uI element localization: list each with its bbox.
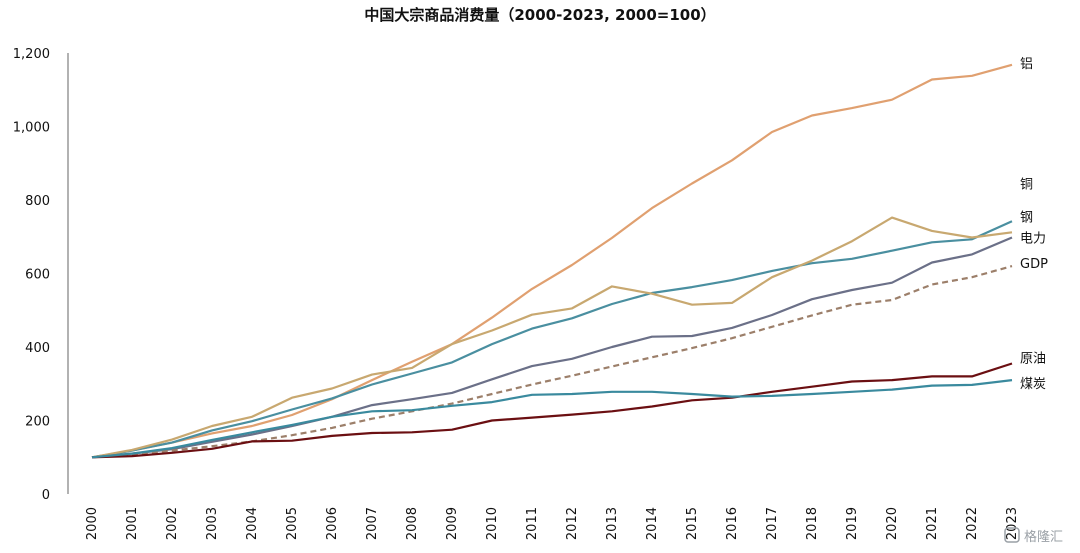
- series-label-钢: 钢: [1020, 210, 1033, 225]
- x-tick-label: 2006: [325, 507, 340, 540]
- series-label-铝: 铝: [1020, 57, 1033, 72]
- x-tick-label: 2015: [685, 507, 700, 540]
- x-tick-label: 2012: [565, 507, 580, 540]
- x-tick-label: 2018: [805, 507, 820, 540]
- series-label-原油: 原油: [1020, 352, 1046, 367]
- x-tick-label: 2020: [885, 507, 900, 540]
- y-tick-label: 1,000: [13, 121, 50, 136]
- watermark-text: 格隆汇: [1024, 529, 1063, 545]
- y-tick-label: 200: [25, 415, 50, 430]
- series-lines: [91, 63, 1013, 459]
- x-tick-label: 2013: [605, 507, 620, 540]
- series-label-煤炭: 煤炭: [1020, 377, 1046, 392]
- x-tick-label: 2009: [445, 507, 460, 540]
- x-tick-label: 2004: [245, 507, 260, 540]
- x-tick-label: 2011: [525, 507, 540, 540]
- x-tick-label: 2014: [645, 507, 660, 540]
- x-tick-label: 2003: [205, 507, 220, 540]
- watermark-logo-icon: [1004, 527, 1020, 543]
- series-line-铜: [91, 220, 1013, 459]
- y-tick-label: 800: [25, 194, 50, 209]
- chart-title: 中国大宗商品消费量（2000-2023, 2000=100）: [364, 6, 715, 24]
- y-tick-label: 600: [25, 268, 50, 283]
- x-tick-label: 2008: [405, 507, 420, 540]
- series-line-原油: [91, 362, 1013, 459]
- x-tick-label: 2000: [85, 507, 100, 540]
- series-line-铝: [91, 63, 1013, 459]
- watermark: 格隆汇: [1004, 527, 1063, 545]
- y-tick-label: 400: [25, 341, 50, 356]
- x-tick-label: 2022: [965, 507, 980, 540]
- x-tick-label: 2023: [1005, 507, 1020, 540]
- x-tick-label: 2002: [165, 507, 180, 540]
- y-tick-label: 0: [42, 488, 50, 503]
- series-line-电力: [91, 236, 1013, 459]
- x-tick-label: 2001: [125, 507, 140, 540]
- x-tick-label: 2016: [725, 507, 740, 540]
- series-label-GDP: GDP: [1020, 257, 1048, 272]
- x-tick-label: 2007: [365, 507, 380, 540]
- x-tick-label: 2017: [765, 507, 780, 540]
- series-label-铜: 铜: [1020, 177, 1033, 192]
- x-tick-label: 2019: [845, 507, 860, 540]
- y-tick-label: 1,200: [13, 47, 50, 62]
- x-axis-ticks: 2000 2001 2002 2003 2004 2005 2006 2007 2008 2009…: [85, 507, 1020, 540]
- x-tick-label: 2010: [485, 507, 500, 540]
- series-line-钢: [91, 216, 1013, 459]
- series-line-煤炭: [91, 379, 1013, 459]
- x-tick-label: 2021: [925, 507, 940, 540]
- y-axis-ticks: 0 200 400 600 800 1,000 1,200: [13, 47, 50, 503]
- x-tick-label: 2005: [285, 507, 300, 540]
- series-label-电力: 电力: [1020, 231, 1046, 246]
